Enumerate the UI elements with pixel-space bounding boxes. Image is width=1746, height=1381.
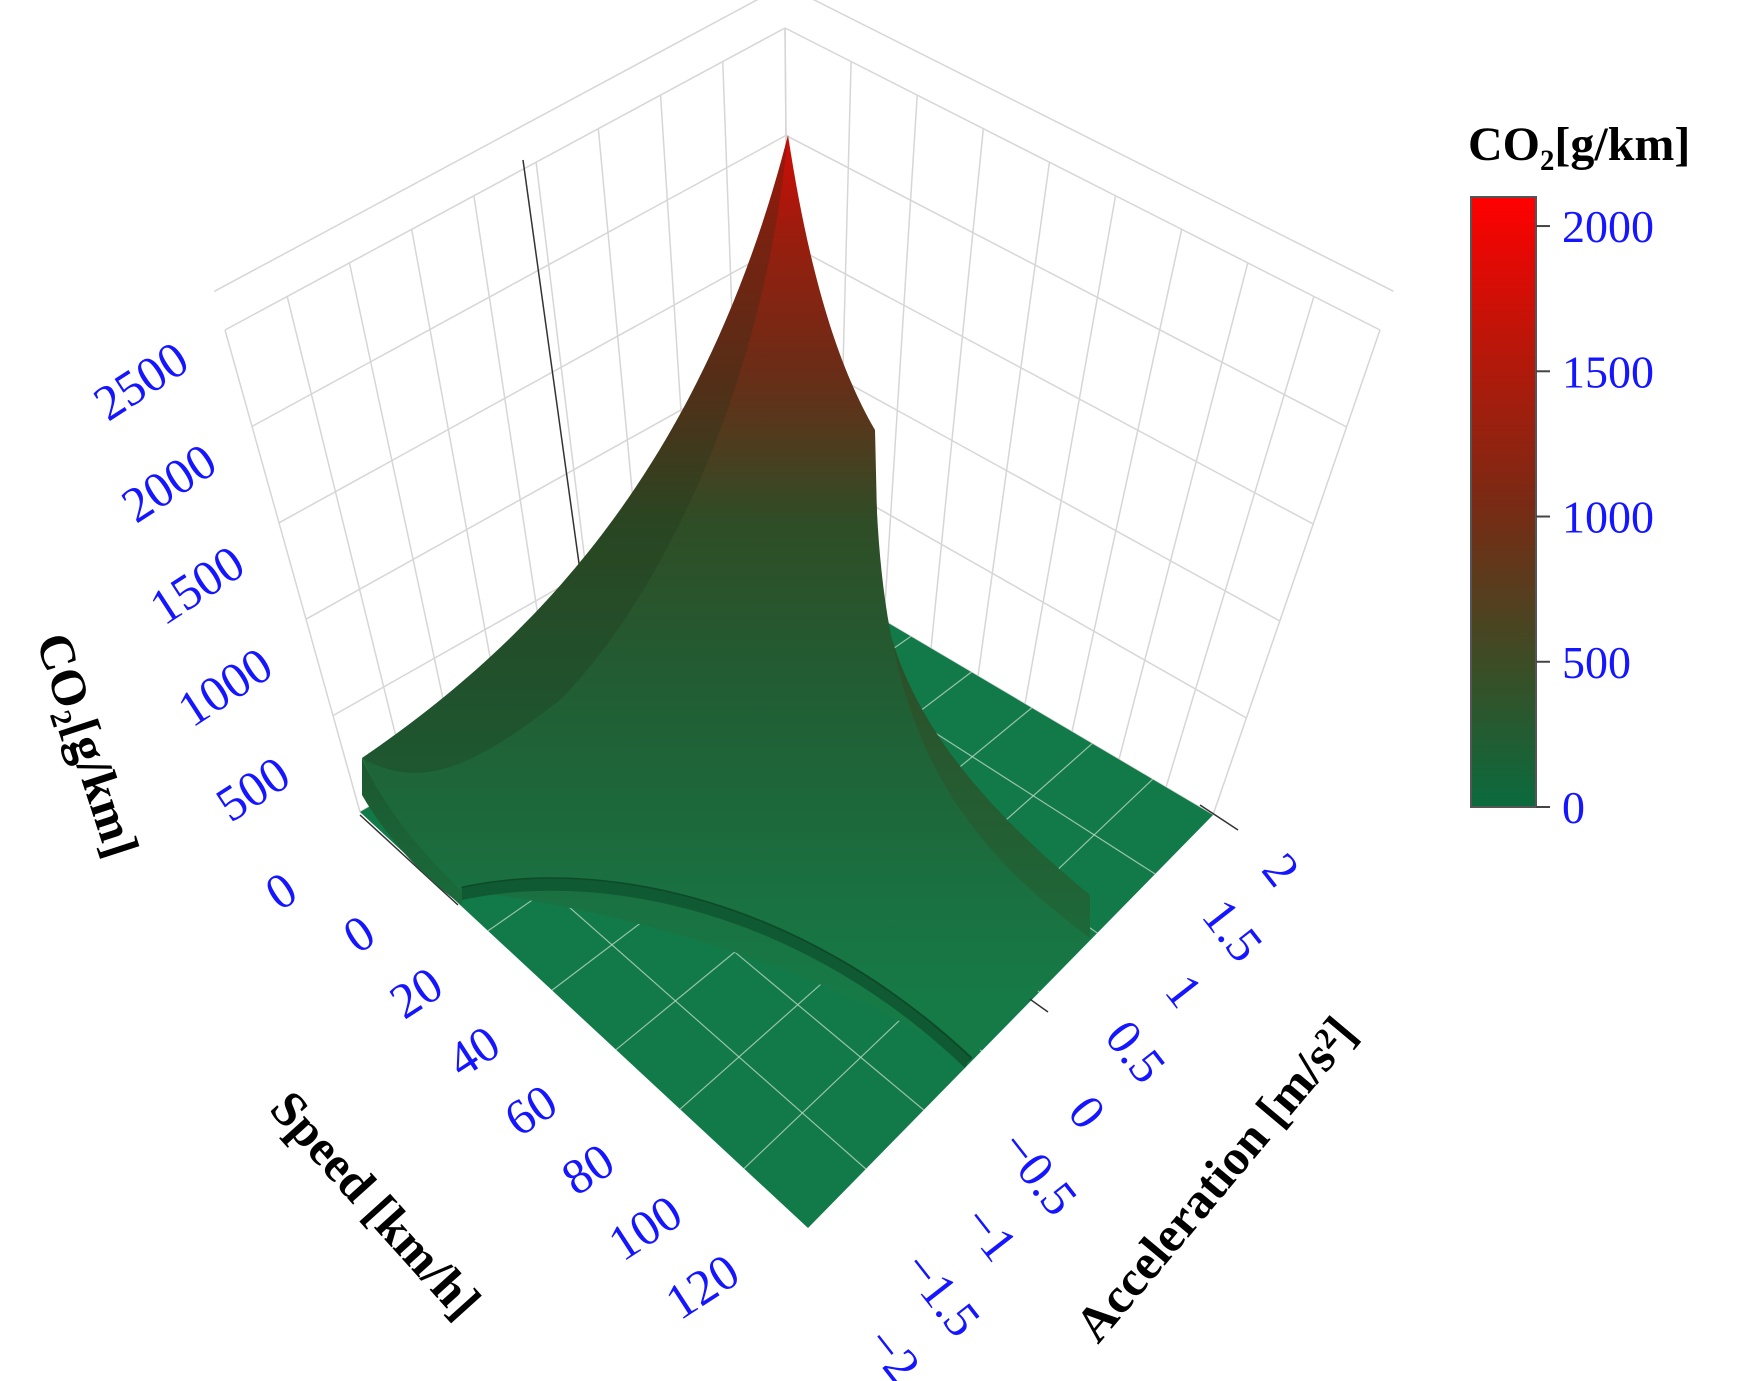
colorbar-ticks: 0 500 1000 1500 2000 — [1536, 201, 1654, 833]
z-axis-label: CO₂[g/km] — [26, 626, 151, 864]
colorbar-tick-label: 1500 — [1562, 346, 1654, 397]
y-tick-label: −1 — [952, 1195, 1029, 1271]
right-wall-hline — [812, 0, 1394, 292]
right-wall-vline — [883, 95, 918, 621]
colorbar-tick-label: 0 — [1562, 782, 1585, 833]
left-wall-vline — [286, 296, 409, 785]
surface-left-face — [362, 758, 462, 905]
surface-top — [362, 135, 1090, 1060]
x-tick-label: 100 — [598, 1184, 691, 1272]
colorbar-gradient — [1470, 196, 1537, 808]
left-wall-vline — [410, 229, 505, 730]
x-tick-label: 40 — [437, 1014, 509, 1088]
left-wall-hline — [251, 134, 787, 428]
left-wall-vline — [224, 329, 361, 813]
x-tick-label: 20 — [380, 955, 452, 1029]
left-wall-hline — [278, 242, 788, 524]
right-wall-hline — [784, 27, 1381, 331]
left-wall-vline — [348, 262, 457, 758]
right-wall-vline — [930, 128, 985, 649]
z-tick-label: 2500 — [84, 330, 198, 431]
z-axis-line — [522, 159, 583, 586]
right-wall-vline — [1212, 329, 1381, 816]
right-wall-hline — [786, 242, 1314, 525]
right-wall-hline — [787, 349, 1281, 622]
y-tick-label: 2 — [1252, 842, 1312, 896]
x-tick-label: 80 — [551, 1132, 623, 1206]
colorbar-tick-label: 500 — [1562, 637, 1631, 688]
z-tick-label: 0 — [255, 860, 306, 921]
right-wall-vline — [1024, 195, 1117, 705]
right-wall-vline — [1071, 229, 1183, 732]
y-tick-label: 1.5 — [1192, 888, 1275, 972]
x-tick-label: 120 — [655, 1242, 748, 1330]
y-axis-edge — [1199, 804, 1239, 831]
surface-shade — [362, 135, 788, 773]
colorbar-title: CO₂[g/km] — [1468, 118, 1690, 171]
co2-surface — [362, 135, 1090, 1068]
left-wall-hline — [213, 0, 759, 293]
x-axis-label: Speed [km/h] — [260, 1080, 492, 1329]
colorbar-tick-label: 1000 — [1562, 492, 1654, 543]
colorbar: CO₂[g/km] 0 500 1000 1500 2000 — [1468, 118, 1690, 833]
z-tick-label: 2000 — [112, 432, 226, 533]
x-tick-label: 0 — [333, 903, 384, 964]
x-axis-edge — [359, 814, 459, 906]
z-tick-label: 1500 — [140, 534, 254, 635]
x-tick-label: 60 — [494, 1073, 566, 1147]
left-wall-hline — [224, 27, 786, 331]
z-tick-label: 1000 — [168, 636, 282, 737]
z-tick-label: 500 — [206, 745, 299, 833]
y-tick-label: 0 — [1058, 1085, 1118, 1139]
right-wall-hline — [785, 134, 1347, 428]
right-wall-vline — [977, 162, 1051, 677]
right-wall-vline — [1118, 262, 1249, 760]
right-wall-vline — [1165, 296, 1315, 788]
y-tick-label: 0.5 — [1095, 1010, 1178, 1094]
surface-front-face — [462, 878, 970, 1068]
y-tick-label: 1 — [1155, 964, 1215, 1018]
y-tick-label: −2 — [855, 1316, 932, 1381]
colorbar-tick-label: 2000 — [1562, 201, 1654, 252]
